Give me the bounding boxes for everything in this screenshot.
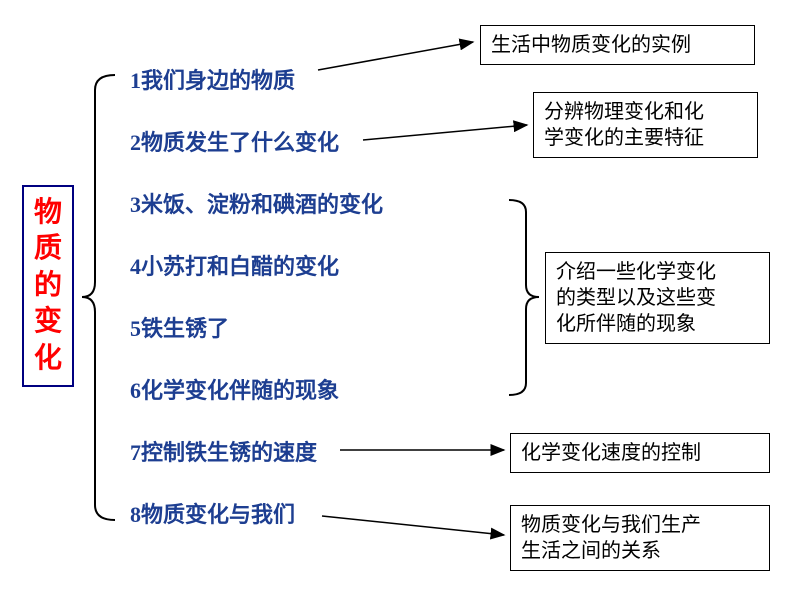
desc-box: 生活中物质变化的实例	[480, 25, 755, 65]
title-char: 的	[34, 268, 62, 304]
title-char: 化	[34, 341, 62, 377]
desc-box: 分辨物理变化和化学变化的主要特征	[533, 92, 758, 158]
title-block: 物质的变化	[22, 185, 74, 387]
topic-item: 5铁生锈了	[130, 318, 229, 340]
topic-item: 3米饭、淀粉和碘酒的变化	[130, 194, 383, 216]
desc-box: 介绍一些化学变化的类型以及这些变化所伴随的现象	[545, 252, 770, 344]
topic-item: 1我们身边的物质	[130, 70, 295, 92]
desc-box: 物质变化与我们生产生活之间的关系	[510, 505, 770, 571]
title-char: 质	[34, 231, 62, 267]
desc-box: 化学变化速度的控制	[510, 433, 770, 473]
topic-item: 4小苏打和白醋的变化	[130, 256, 339, 278]
arrow-line	[322, 516, 504, 535]
arrow-line	[318, 42, 473, 70]
topic-item: 2物质发生了什么变化	[130, 132, 339, 154]
title-char: 物	[34, 195, 62, 231]
topic-item: 8物质变化与我们	[130, 504, 295, 526]
title-char: 变	[34, 304, 62, 340]
topic-item: 7控制铁生锈的速度	[130, 442, 317, 464]
right-brace	[509, 200, 539, 395]
arrow-line	[363, 125, 527, 140]
topic-item: 6化学变化伴随的现象	[130, 380, 339, 402]
left-brace	[82, 75, 115, 520]
